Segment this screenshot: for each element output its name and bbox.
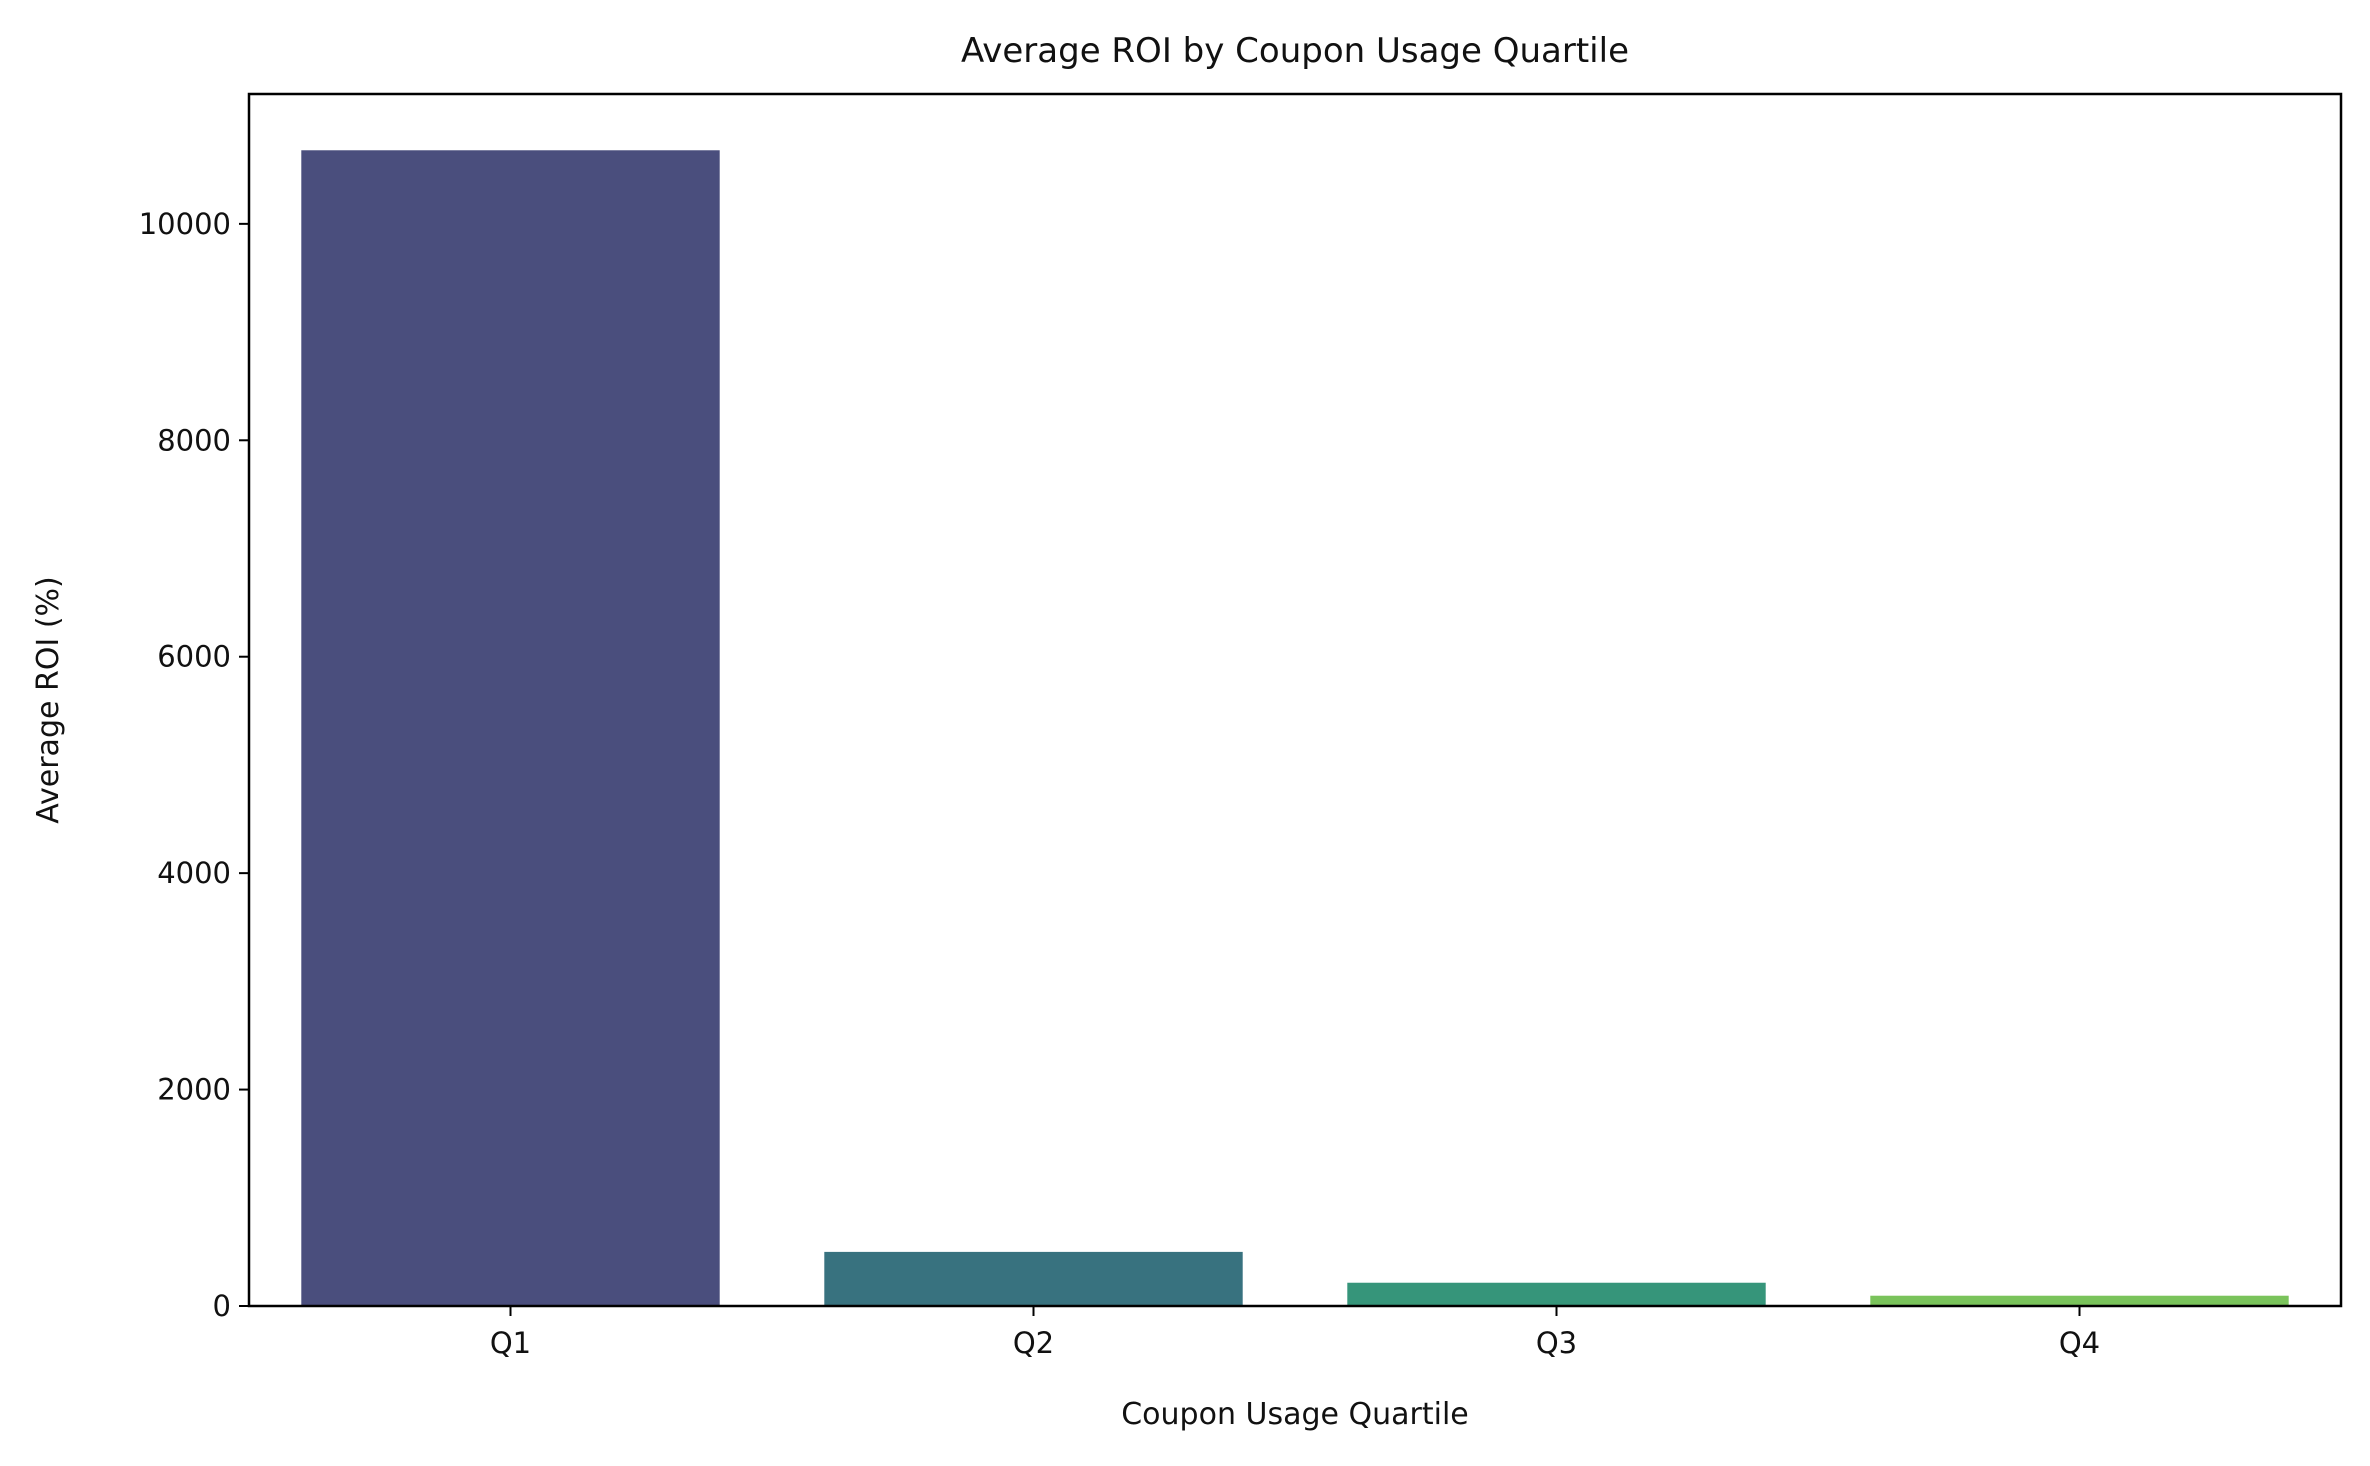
y-tick-label: 8000 xyxy=(157,423,231,457)
y-axis-label: Average ROI (%) xyxy=(31,576,66,824)
y-axis-ticks: 0 2000 4000 6000 8000 10000 xyxy=(139,207,249,1323)
x-tick-label-q2: Q2 xyxy=(1013,1326,1054,1360)
y-tick-label: 10000 xyxy=(139,207,231,241)
bar-q1 xyxy=(301,150,720,1306)
bars xyxy=(301,150,2289,1306)
y-tick-label: 2000 xyxy=(157,1073,231,1107)
bar-q2 xyxy=(824,1251,1243,1306)
y-tick-label: 4000 xyxy=(157,856,231,890)
plot-frame xyxy=(247,92,2343,1308)
chart-title: Average ROI by Coupon Usage Quartile xyxy=(961,31,1629,71)
bar-q3 xyxy=(1347,1282,1766,1306)
x-tick-label-q3: Q3 xyxy=(1536,1326,1577,1360)
x-tick-label-q4: Q4 xyxy=(2059,1326,2100,1360)
x-axis-label: Coupon Usage Quartile xyxy=(1121,1397,1469,1432)
y-tick-label: 0 xyxy=(213,1289,231,1323)
bar-q4 xyxy=(1870,1295,2289,1306)
y-tick-label: 6000 xyxy=(157,640,231,674)
x-tick-label-q1: Q1 xyxy=(490,1326,531,1360)
x-axis-ticks: Q1 Q2 Q3 Q4 xyxy=(490,1306,2100,1360)
